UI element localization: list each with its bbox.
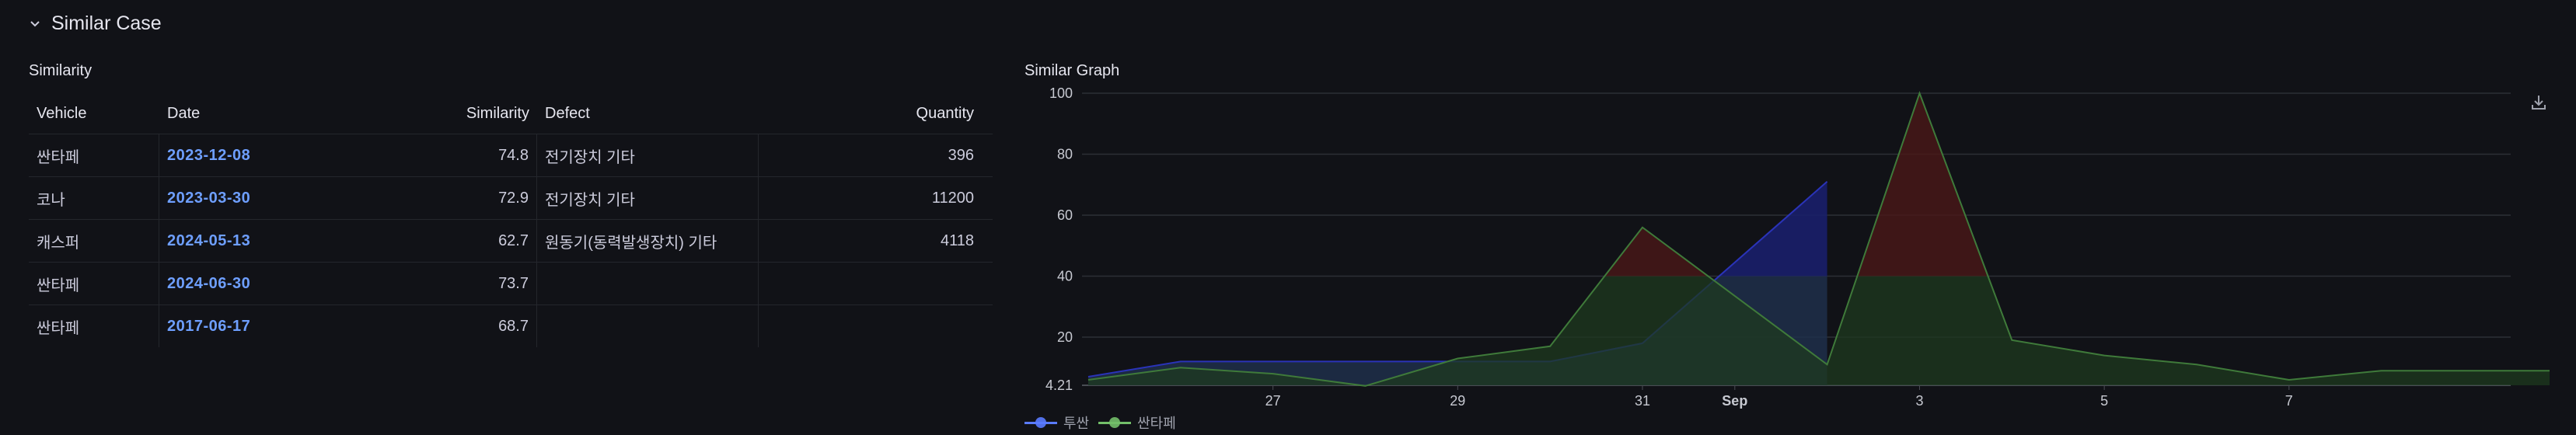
x-tick-label: 29	[1450, 393, 1465, 409]
cell-vehicle: 싼타페	[29, 134, 159, 176]
x-tick-label: 27	[1265, 393, 1281, 409]
cell-similarity: 62.7	[311, 220, 537, 262]
chart-legend: 투싼 싼타페	[1024, 412, 1176, 433]
chart-series	[1087, 91, 2550, 387]
cell-similarity: 74.8	[311, 134, 537, 176]
chevron-down-icon[interactable]	[28, 16, 42, 30]
cell-similarity: 72.9	[311, 177, 537, 219]
legend-item-tucson[interactable]: 투싼	[1024, 412, 1089, 433]
column-header-similarity[interactable]: Similarity	[466, 104, 529, 122]
table-row: 싼타페 2023-12-08 74.8 전기장치 기타 396	[29, 134, 993, 177]
cell-defect: 전기장치 기타	[537, 177, 759, 219]
x-tick-label: 7	[2285, 393, 2293, 409]
y-tick-label: 60	[1057, 207, 1073, 223]
table-row: 캐스퍼 2024-05-13 62.7 원동기(동력발생장치) 기타 4118	[29, 220, 993, 263]
similar-graph-chart: 4.21 20 40 60 80 100 27 29 31 Sep 3 5 7	[1045, 85, 2550, 409]
column-header-quantity[interactable]: Quantity	[916, 104, 974, 122]
download-icon[interactable]	[2529, 93, 2548, 112]
cell-quantity	[759, 263, 982, 304]
cell-vehicle: 캐스퍼	[29, 220, 159, 262]
legend-item-santafe[interactable]: 싼타페	[1098, 412, 1176, 433]
similarity-panel-title: Similarity	[29, 62, 92, 79]
cell-date-link[interactable]: 2024-06-30	[167, 274, 251, 292]
cell-defect	[537, 263, 759, 304]
cell-vehicle: 코나	[29, 177, 159, 219]
y-axis: 4.21 20 40 60 80 100	[1045, 85, 1073, 393]
cell-vehicle: 싼타페	[29, 305, 159, 347]
cell-date-link[interactable]: 2024-05-13	[167, 231, 251, 249]
row-title: Similar Case	[51, 12, 162, 34]
series-area-below	[1088, 276, 2550, 386]
table-header: Vehicle Date Similarity Defect Quantity	[29, 93, 993, 134]
cell-quantity: 396	[948, 146, 974, 164]
cell-defect: 원동기(동력발생장치) 기타	[537, 220, 759, 262]
y-tick-label: 40	[1057, 269, 1073, 284]
y-tick-label: 80	[1057, 147, 1073, 162]
column-header-vehicle[interactable]: Vehicle	[37, 104, 87, 122]
y-tick-label: 20	[1057, 329, 1073, 345]
legend-label: 투싼	[1063, 416, 1090, 431]
x-tick-label: 3	[1915, 393, 1923, 409]
table-row: 싼타페 2024-06-30 73.7	[29, 263, 993, 305]
table-row: 코나 2023-03-30 72.9 전기장치 기타 11200	[29, 177, 993, 220]
column-header-date[interactable]: Date	[167, 104, 201, 122]
x-tick-label: Sep	[1722, 393, 1747, 409]
cell-quantity: 11200	[931, 189, 974, 207]
cell-date-link[interactable]: 2017-06-17	[167, 317, 251, 335]
cell-similarity: 73.7	[311, 263, 537, 304]
cell-defect: 전기장치 기타	[537, 134, 759, 176]
y-tick-label: 4.21	[1045, 378, 1073, 393]
x-tick-label: 5	[2100, 393, 2108, 409]
series-line	[1087, 91, 2550, 387]
legend-swatch	[1024, 417, 1057, 428]
cell-quantity	[759, 305, 982, 347]
legend-swatch	[1098, 417, 1132, 428]
cell-similarity: 68.7	[311, 305, 537, 347]
similarity-table: Vehicle Date Similarity Defect Quantity …	[29, 93, 993, 347]
cell-vehicle: 싼타페	[29, 263, 159, 304]
cell-date-link[interactable]: 2023-12-08	[167, 146, 251, 164]
cell-quantity: 4118	[940, 231, 974, 249]
series-area-above	[1604, 93, 1988, 277]
graph-panel-title: Similar Graph	[1024, 62, 1120, 79]
column-header-defect[interactable]: Defect	[545, 104, 590, 122]
cell-date-link[interactable]: 2023-03-30	[167, 189, 251, 207]
table-row: 싼타페 2017-06-17 68.7	[29, 305, 993, 347]
y-tick-label: 100	[1049, 85, 1073, 101]
x-tick-label: 31	[1635, 393, 1650, 409]
legend-label: 싼타페	[1137, 416, 1176, 431]
cell-defect	[537, 305, 759, 347]
x-axis: 27 29 31 Sep 3 5 7	[1265, 385, 2293, 409]
row-header-similar-case[interactable]: Similar Case	[28, 9, 162, 37]
